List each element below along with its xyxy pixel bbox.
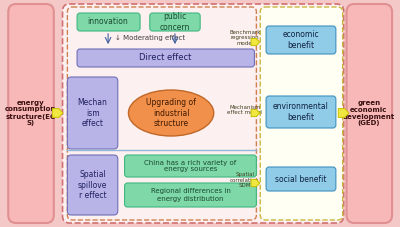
Text: China has a rich variety of
energy sources: China has a rich variety of energy sourc… [144,160,237,173]
FancyBboxPatch shape [77,49,254,67]
Text: Spatial
spillove
r effect: Spatial spillove r effect [78,170,107,200]
Text: Mechanism
effect model: Mechanism effect model [227,105,262,115]
Polygon shape [251,38,260,46]
Text: Mechan
ism
effect: Mechan ism effect [78,98,108,128]
Text: economic
benefit: economic benefit [283,30,319,50]
Text: Spatial
correlation
SDM: Spatial correlation SDM [230,172,260,188]
FancyBboxPatch shape [260,7,343,220]
Text: Upgrading of
industrial
structure: Upgrading of industrial structure [146,98,196,128]
Polygon shape [251,109,260,117]
Text: energy
consumption
structure(EC
S): energy consumption structure(EC S) [5,99,56,126]
FancyBboxPatch shape [62,4,344,223]
Text: public
concern: public concern [160,12,190,32]
Polygon shape [52,109,63,117]
FancyBboxPatch shape [266,96,336,128]
FancyBboxPatch shape [346,4,392,223]
Polygon shape [338,109,349,117]
Text: Direct effect: Direct effect [139,54,192,62]
FancyBboxPatch shape [8,4,54,223]
FancyBboxPatch shape [124,155,256,177]
FancyBboxPatch shape [67,155,118,215]
FancyBboxPatch shape [150,13,200,31]
FancyBboxPatch shape [266,26,336,54]
Text: innovation: innovation [88,17,128,27]
Text: Regional differences in
energy distribution: Regional differences in energy distribut… [150,188,230,202]
Text: ↓ Moderating effect: ↓ Moderating effect [115,35,185,41]
FancyBboxPatch shape [124,183,256,207]
Text: social benefit: social benefit [275,175,327,183]
Text: green
economic
development
(GED): green economic development (GED) [343,99,395,126]
Text: environmental
benefit: environmental benefit [273,102,329,122]
FancyBboxPatch shape [77,13,140,31]
Polygon shape [251,179,260,187]
FancyBboxPatch shape [67,77,118,149]
Ellipse shape [128,90,214,136]
Text: Benchmark
regression
model: Benchmark regression model [229,30,260,46]
FancyBboxPatch shape [266,167,336,191]
